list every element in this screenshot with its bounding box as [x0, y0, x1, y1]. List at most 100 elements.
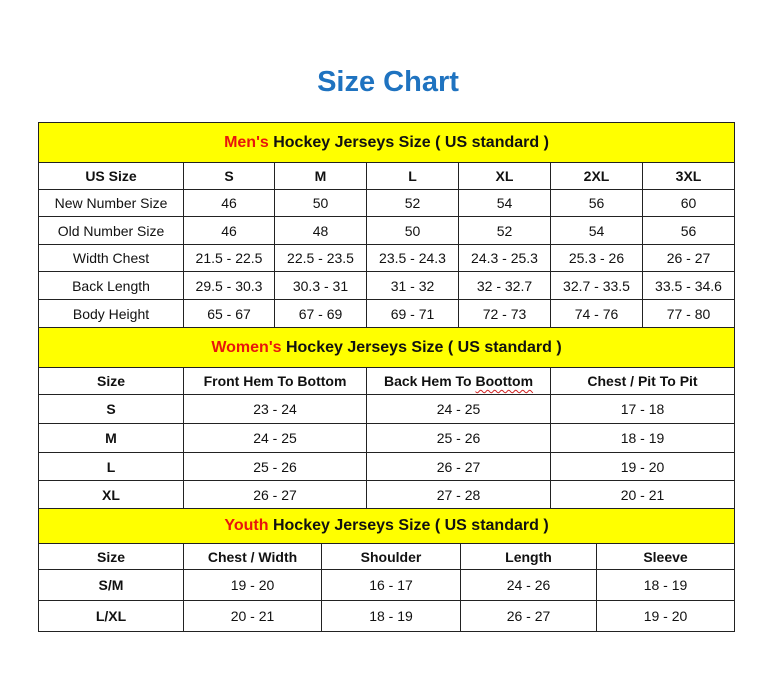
table-cell: 18 - 19: [595, 569, 736, 601]
youth-section-title: Youth Hockey Jerseys Size ( US standard …: [37, 508, 736, 544]
column-header-label: Shoulder: [360, 548, 422, 565]
page-title: Size Chart: [317, 66, 459, 98]
column-header: M: [274, 162, 367, 190]
table-cell: 20 - 21: [550, 480, 735, 509]
column-header-label: XL: [495, 168, 514, 184]
table-cell: 67 - 69: [274, 299, 367, 328]
column-header: Chest / Pit To Pit: [550, 367, 735, 395]
table-cell: 25 - 26: [366, 423, 551, 453]
section-title-rest: Hockey Jerseys Size ( US standard ): [281, 338, 562, 356]
table-row: Old Number Size 46 48 50 52 54 56: [38, 216, 735, 245]
column-header-label: Chest / Pit To Pit: [587, 373, 698, 389]
table-row: M 24 - 25 25 - 26 18 - 19: [38, 423, 735, 453]
table-row: L/XL 20 - 21 18 - 19 26 - 27 19 - 20: [38, 600, 736, 632]
mens-size-table: Men's Hockey Jerseys Size ( US standard …: [38, 122, 735, 328]
table-cell: 50: [274, 189, 367, 217]
column-header-label: Front Hem To Bottom: [203, 373, 347, 389]
womens-label: Women's: [211, 338, 282, 356]
table-cell: 77 - 80: [642, 299, 735, 328]
column-header: Size: [38, 367, 184, 395]
column-header: US Size: [38, 162, 184, 190]
table-cell: 54: [458, 189, 551, 217]
column-header-label: 3XL: [675, 168, 702, 184]
column-header: Front Hem To Bottom: [183, 367, 367, 395]
header-row: Size Front Hem To Bottom Back Hem To Boott…: [38, 367, 735, 395]
table-cell: 32.7 - 33.5: [550, 271, 643, 300]
column-header-label: 2XL: [583, 168, 610, 184]
mens-section-title: Men's Hockey Jerseys Size ( US standard …: [38, 122, 735, 163]
table-cell: 23 - 24: [183, 394, 367, 424]
column-header: Back Hem To Boottom: [366, 367, 551, 395]
table-cell: 21.5 - 22.5: [183, 244, 275, 272]
table-cell: 19 - 20: [183, 569, 322, 601]
column-header: XL: [458, 162, 551, 190]
row-label: Body Height: [38, 299, 184, 328]
table-cell: 48: [274, 216, 367, 245]
column-header-label: S: [224, 168, 234, 184]
row-label: S/M: [38, 569, 184, 601]
table-row: XL 26 - 27 27 - 28 20 - 21: [38, 480, 735, 509]
table-cell: 69 - 71: [366, 299, 459, 328]
table-cell: 65 - 67: [183, 299, 275, 328]
youth-size-table: Youth Hockey Jerseys Size ( US standard …: [37, 508, 736, 632]
table-row: Width Chest 21.5 - 22.5 22.5 - 23.5 23.5 - …: [38, 244, 735, 272]
table-row: S/M 19 - 20 16 - 17 24 - 26 18 - 19: [38, 569, 736, 601]
row-label: L: [38, 452, 184, 481]
column-header-label: Size: [96, 373, 125, 389]
table-cell: 24.3 - 25.3: [458, 244, 551, 272]
table-cell: 60: [642, 189, 735, 217]
table-cell: 19 - 20: [550, 452, 735, 481]
header-row: Size Chest / Width Shoulder Length Sleeve: [38, 543, 736, 570]
table-cell: 54: [550, 216, 643, 245]
table-cell: 19 - 20: [595, 600, 736, 632]
table-cell: 25 - 26: [183, 452, 367, 481]
table-cell: 31 - 32: [366, 271, 459, 300]
column-header-label: L: [408, 168, 417, 184]
table-cell: 26 - 27: [642, 244, 735, 272]
table-cell: 30.3 - 31: [274, 271, 367, 300]
table-cell: 29.5 - 30.3: [183, 271, 275, 300]
column-header-label: Back Hem To Boottom: [383, 373, 534, 389]
table-cell: 17 - 18: [550, 394, 735, 424]
table-cell: 46: [183, 216, 275, 245]
table-cell: 18 - 19: [550, 423, 735, 453]
womens-section-title: Women's Hockey Jerseys Size ( US standar…: [38, 327, 735, 368]
table-cell: 74 - 76: [550, 299, 643, 328]
column-header-label: Chest / Width: [207, 548, 298, 565]
column-header-label: Size: [96, 548, 125, 565]
table-cell: 27 - 28: [366, 480, 551, 509]
table-cell: 23.5 - 24.3: [366, 244, 459, 272]
table-cell: 26 - 27: [366, 452, 551, 481]
table-cell: 56: [550, 189, 643, 217]
header-row: US Size S M L XL 2XL 3XL: [38, 162, 735, 190]
mens-label: Men's: [224, 133, 269, 151]
column-header: Size: [38, 543, 184, 570]
table-cell: 24 - 25: [183, 423, 367, 453]
table-cell: 72 - 73: [458, 299, 551, 328]
column-header-label: US Size: [85, 168, 137, 184]
row-label: L/XL: [38, 600, 184, 632]
row-label: S: [38, 394, 184, 424]
column-header: Length: [460, 543, 597, 570]
row-label: M: [38, 423, 184, 453]
table-cell: 16 - 17: [321, 569, 461, 601]
table-cell: 25.3 - 26: [550, 244, 643, 272]
table-cell: 26 - 27: [460, 600, 597, 632]
table-cell: 50: [366, 216, 459, 245]
table-cell: 24 - 26: [460, 569, 597, 601]
table-cell: 24 - 25: [366, 394, 551, 424]
youth-label: Youth: [224, 517, 269, 534]
section-title-rest: Hockey Jerseys Size ( US standard ): [268, 133, 549, 151]
column-header: Sleeve: [595, 543, 736, 570]
row-label: New Number Size: [38, 189, 184, 217]
column-header-label: Sleeve: [643, 548, 688, 565]
table-cell: 32 - 32.7: [458, 271, 551, 300]
column-header-label: Length: [505, 548, 552, 565]
table-cell: 52: [458, 216, 551, 245]
row-label: Back Length: [38, 271, 184, 300]
table-cell: 20 - 21: [183, 600, 322, 632]
table-row: L 25 - 26 26 - 27 19 - 20: [38, 452, 735, 481]
column-header: Shoulder: [321, 543, 461, 570]
table-row: New Number Size 46 50 52 54 56 60: [38, 189, 735, 217]
column-header: 3XL: [642, 162, 735, 190]
